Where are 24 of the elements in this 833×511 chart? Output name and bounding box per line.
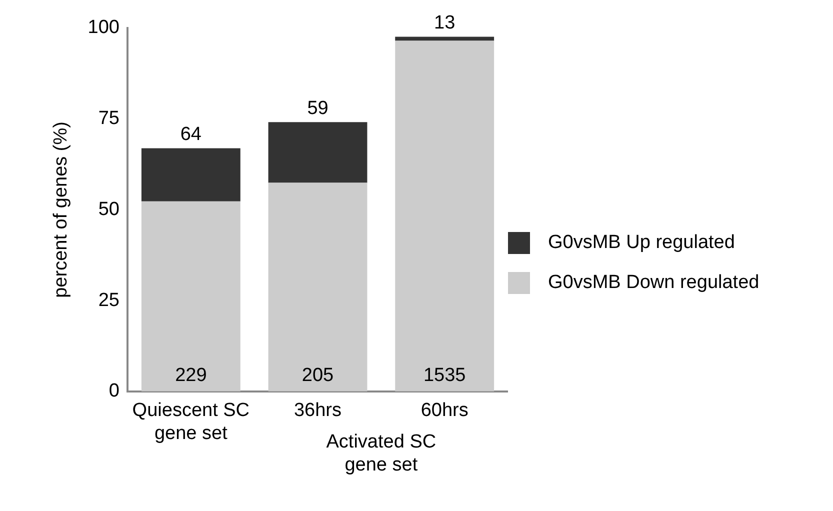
y-tick-label: 25 [98, 290, 120, 311]
annotation: 64 [180, 124, 202, 146]
x-tick-label: Quiescent SC gene set [132, 400, 250, 444]
annotation: 1535 [423, 365, 466, 386]
y-axis-title: percent of genes (%) [50, 122, 72, 298]
annotation: 229 [175, 365, 207, 386]
legend-label: G0vsMB Down regulated [548, 272, 760, 294]
bar [268, 122, 368, 183]
bar [141, 148, 240, 202]
bar [395, 36, 494, 41]
text: Activated SC gene set [326, 432, 436, 476]
x-tick-label: 36hrs [294, 400, 342, 422]
y-tick-label: 75 [98, 108, 120, 130]
annotation: 205 [302, 365, 334, 386]
x-tick-label: 60hrs [420, 400, 468, 422]
y-tick-label: 100 [88, 17, 120, 38]
annotation: 59 [307, 98, 328, 119]
y-tick-label: 0 [108, 380, 120, 402]
bar [141, 201, 240, 392]
bar [268, 182, 368, 392]
y-tick-label: 50 [98, 198, 120, 220]
legend-label: G0vsMB Up regulated [548, 232, 735, 254]
annotation: 13 [434, 12, 456, 34]
bar [395, 40, 494, 392]
